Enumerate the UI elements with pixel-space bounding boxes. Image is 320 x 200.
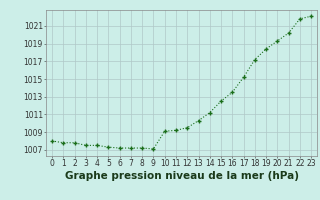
X-axis label: Graphe pression niveau de la mer (hPa): Graphe pression niveau de la mer (hPa) — [65, 171, 299, 181]
